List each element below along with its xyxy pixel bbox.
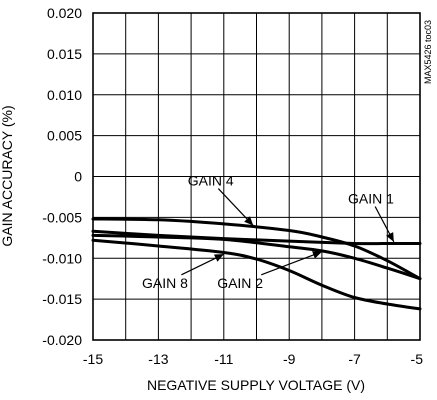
y-tick-label: 0.015 <box>47 46 82 62</box>
x-axis-title: NEGATIVE SUPPLY VOLTAGE (V) <box>147 377 365 393</box>
series-label-gain-4: GAIN 4 <box>188 173 234 189</box>
series-line-gain-1 <box>91 229 422 246</box>
y-tick-label: 0.020 <box>47 5 82 21</box>
arrowhead-gain-1 <box>386 232 394 242</box>
x-tick-label: -15 <box>83 351 103 367</box>
y-tick-label: 0.010 <box>47 87 82 103</box>
y-tick-label: -0.020 <box>42 332 82 348</box>
y-tick-label: -0.015 <box>42 291 82 307</box>
annotation-layer: GAIN 4 GAIN 1 GAIN 8 GAIN 2 <box>142 173 395 291</box>
y-tick-label: -0.005 <box>42 209 82 225</box>
y-axis-ticks: 0.020 0.015 0.010 0.005 0 -0.005 -0.010 -0.015 -… <box>42 5 82 348</box>
x-tick-label: -7 <box>348 351 361 367</box>
x-tick-label: -11 <box>214 351 233 367</box>
y-tick-label: -0.010 <box>42 250 82 266</box>
series-label-gain-1: GAIN 1 <box>348 191 394 207</box>
arrowhead-gain-2 <box>312 251 322 259</box>
series-label-gain-2: GAIN 2 <box>217 275 263 291</box>
arrowhead-gain-4 <box>244 216 254 226</box>
x-axis-ticks: -15 -13 -11 -9 -7 -5 <box>83 351 423 367</box>
series-label-gain-8: GAIN 8 <box>142 275 188 291</box>
x-tick-label: -5 <box>411 351 424 367</box>
series-line-gain-4 <box>91 217 422 281</box>
leader-line-gain-2 <box>260 251 323 276</box>
grid <box>93 13 420 340</box>
figure-code: MAX5426 toc03 <box>423 20 433 84</box>
series-layer <box>91 217 422 311</box>
y-tick-label: 0 <box>74 169 82 185</box>
series-line-gain-2 <box>91 233 422 281</box>
series-line-gain-8 <box>91 238 422 311</box>
arrowhead-gain-8 <box>213 254 224 262</box>
y-axis-title: GAIN ACCURACY (%) <box>0 105 15 246</box>
y-tick-label: 0.005 <box>47 128 82 144</box>
plot-frame <box>92 12 421 341</box>
x-tick-label: -9 <box>283 351 296 367</box>
x-tick-label: -13 <box>148 351 168 367</box>
